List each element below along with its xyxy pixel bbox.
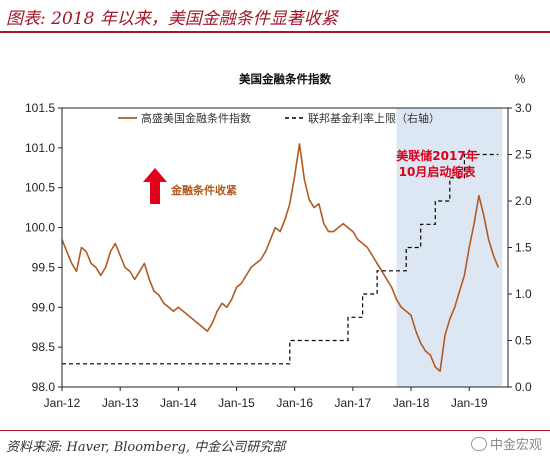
x-tick-label: Jan-15 bbox=[218, 396, 255, 410]
watermark-label: 中金宏观 bbox=[489, 437, 542, 452]
header-rule bbox=[0, 31, 550, 33]
chart-title: 美国金融条件指数 bbox=[239, 72, 331, 86]
series-fed-rate-line bbox=[62, 153, 499, 365]
legend-label-fed: 联邦基金利率上限（右轴） bbox=[308, 111, 440, 125]
left-tick-label: 100.0 bbox=[25, 221, 55, 235]
chart: 美国金融条件指数 % 98.0 98.5 99.0 99.5 100.0 100.5 101… bbox=[25, 72, 532, 410]
left-tick-label: 100.5 bbox=[25, 181, 55, 195]
x-tick-label: Jan-12 bbox=[44, 396, 81, 410]
annotation-qt-line1: 美联储2017年 bbox=[396, 148, 477, 163]
right-tick-label: 2.0 bbox=[515, 194, 532, 208]
legend-label-fci: 高盛美国金融条件指数 bbox=[141, 111, 251, 125]
footer-source: 资料来源: Haver, Bloomberg, 中金公司研究部 bbox=[6, 440, 286, 455]
footer-rule bbox=[0, 430, 550, 431]
right-tick-label: 0.5 bbox=[515, 334, 532, 348]
right-axis-unit: % bbox=[515, 72, 526, 86]
up-arrow-icon bbox=[143, 168, 167, 204]
left-tick-label: 98.5 bbox=[32, 340, 56, 354]
wechat-icon bbox=[470, 437, 487, 451]
right-tick-label: 2.5 bbox=[515, 148, 532, 162]
right-tick-label: 3.0 bbox=[515, 101, 532, 115]
header-title: 图表: 2018 年以来，美国金融条件显著收紧 bbox=[6, 9, 338, 29]
left-tick-label: 99.5 bbox=[32, 260, 56, 274]
x-tick-label: Jan-17 bbox=[335, 396, 372, 410]
left-tick-label: 99.0 bbox=[32, 300, 56, 314]
annotation-tightening: 金融条件收紧 bbox=[170, 183, 237, 197]
left-tick-label: 101.5 bbox=[25, 101, 55, 115]
left-tick-label: 101.0 bbox=[25, 141, 55, 155]
series-fci-line bbox=[61, 143, 500, 372]
right-tick-label: 1.5 bbox=[515, 241, 532, 255]
annotation-qt-line2: 10月启动缩表 bbox=[399, 164, 477, 179]
x-tick-label: Jan-18 bbox=[393, 396, 430, 410]
x-tick-label: Jan-13 bbox=[102, 396, 139, 410]
x-tick-label: Jan-19 bbox=[451, 396, 488, 410]
right-tick-label: 1.0 bbox=[515, 287, 532, 301]
x-tick-label: Jan-14 bbox=[160, 396, 197, 410]
left-tick-label: 98.0 bbox=[32, 380, 56, 394]
watermark: 中金宏观 bbox=[470, 434, 542, 453]
x-tick-label: Jan-16 bbox=[276, 396, 313, 410]
right-tick-label: 0.0 bbox=[515, 380, 532, 394]
